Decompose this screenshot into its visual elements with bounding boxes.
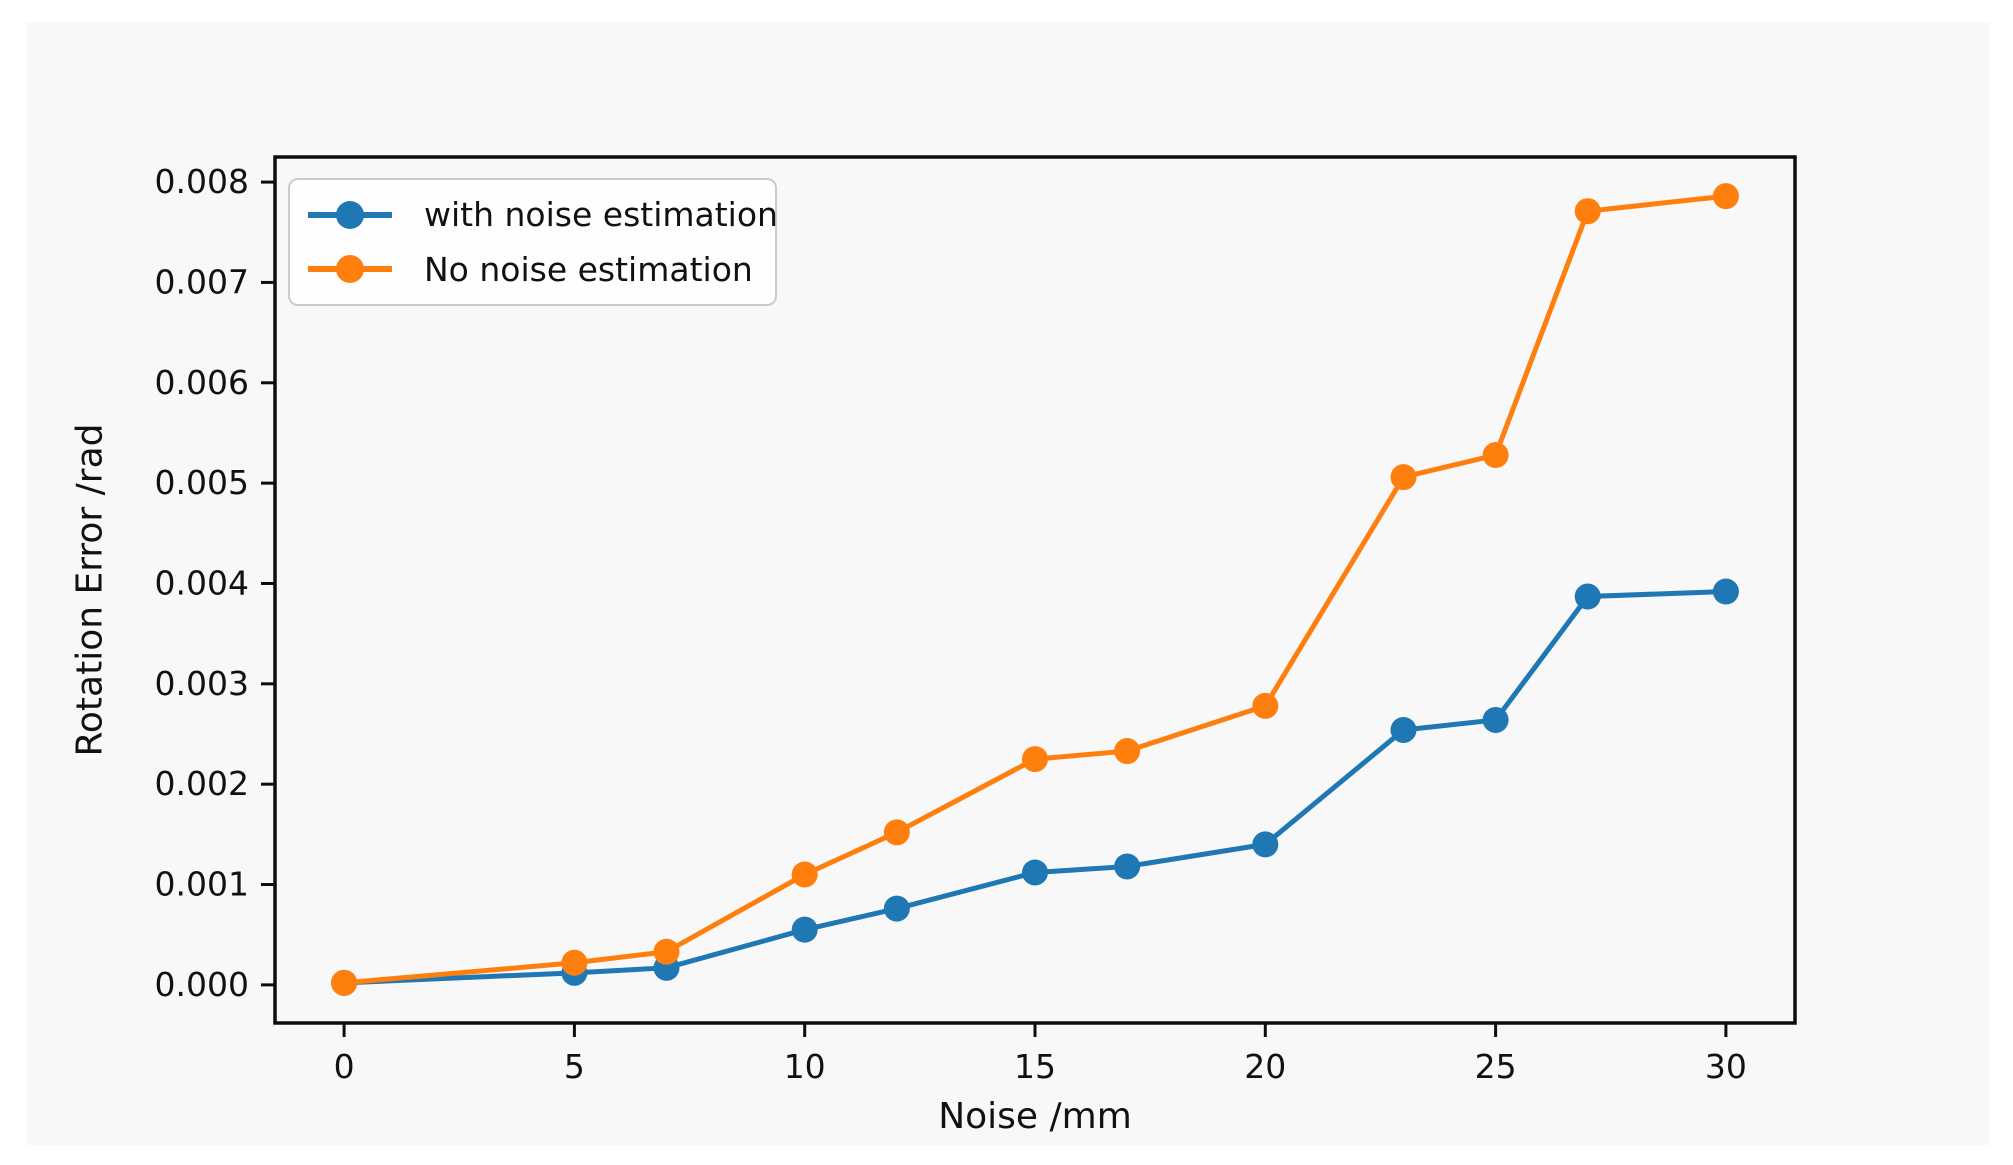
data-point-marker	[1252, 692, 1279, 719]
x-tick-label: 15	[1014, 1047, 1056, 1086]
data-point-marker	[1574, 198, 1601, 225]
series-line	[341, 193, 1729, 986]
y-tick-label: 0.008	[155, 162, 249, 201]
data-point-marker	[1712, 578, 1739, 605]
data-point-marker	[1114, 853, 1141, 880]
y-tick-label: 0.003	[155, 664, 249, 703]
data-point-marker	[1022, 859, 1048, 886]
data-point-marker	[1482, 706, 1509, 733]
data-point-marker	[561, 949, 588, 976]
y-tick-label: 0.006	[155, 363, 249, 402]
x-tick-label: 0	[334, 1047, 355, 1086]
y-tick-label: 0.007	[155, 262, 249, 301]
data-point-marker	[1252, 831, 1279, 858]
data-point-marker	[1390, 716, 1417, 743]
data-point-marker	[1574, 583, 1601, 610]
y-tick-label: 0.000	[155, 965, 249, 1004]
legend-label: with noise estimation	[424, 195, 778, 235]
data-point-marker	[1390, 464, 1417, 491]
x-tick-label: 20	[1244, 1047, 1286, 1086]
y-tick-label: 0.002	[155, 764, 249, 803]
y-axis-label: Rotation Error /rad	[69, 423, 111, 757]
x-axis-label: Noise /mm	[938, 1096, 1132, 1137]
data-point-marker	[883, 895, 910, 922]
data-point-marker	[1712, 183, 1739, 210]
legend: with noise estimation No noise estimatio…	[288, 178, 778, 306]
series-line	[341, 589, 1729, 986]
x-tick-label: 30	[1705, 1047, 1747, 1086]
data-point-marker	[653, 938, 680, 965]
legend-swatch-line-marker-icon	[308, 255, 392, 284]
data-point-marker	[1482, 442, 1509, 469]
x-tick-label: 10	[784, 1047, 826, 1086]
legend-item-with-noise-estimation: with noise estimation	[308, 195, 778, 234]
plot-frame	[273, 155, 1797, 1025]
data-point-marker	[791, 916, 818, 943]
data-point-marker	[883, 819, 910, 846]
legend-label: No noise estimation	[424, 249, 753, 289]
x-tick-label: 5	[564, 1047, 585, 1086]
x-tick-label: 25	[1475, 1047, 1517, 1086]
legend-swatch-line-marker-icon	[308, 200, 392, 229]
data-point-marker	[791, 861, 818, 888]
legend-item-no-noise-estimation: No noise estimation	[308, 250, 757, 289]
y-tick-label: 0.004	[155, 563, 249, 602]
y-tick-label: 0.001	[155, 865, 249, 904]
data-point-marker	[1114, 738, 1141, 765]
data-point-marker	[1022, 746, 1048, 773]
y-tick-label: 0.005	[155, 463, 249, 502]
data-point-marker	[331, 969, 358, 996]
